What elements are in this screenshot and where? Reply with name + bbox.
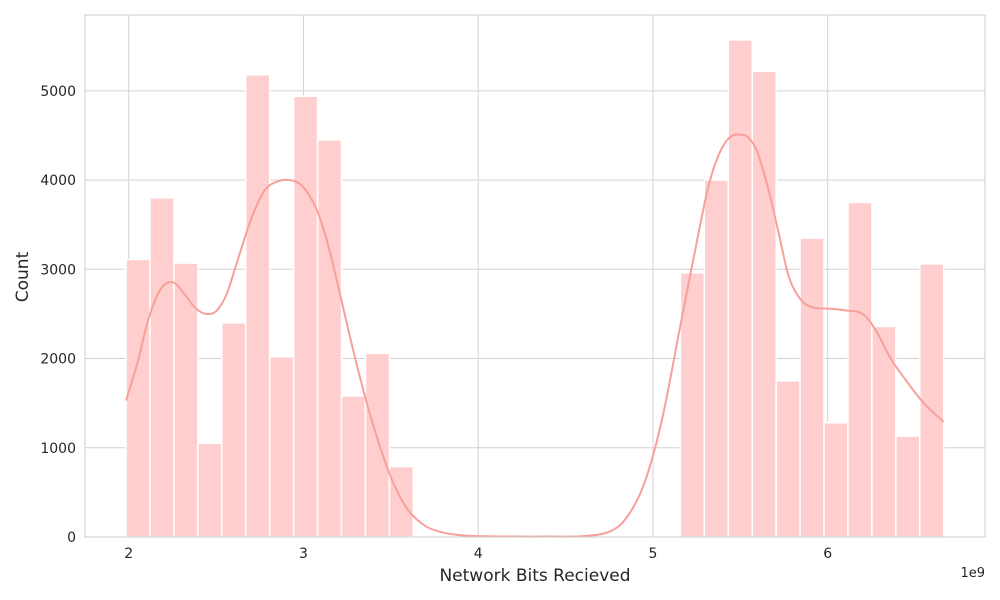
x-tick-label: 4: [474, 546, 483, 562]
x-tick-label: 6: [823, 546, 832, 562]
kde-curve: [125, 133, 945, 538]
y-tick-label: 4000: [40, 173, 76, 189]
y-axis-label: Count: [13, 251, 33, 302]
histogram-bar: [751, 70, 777, 538]
histogram-bar: [149, 197, 175, 538]
y-tick-label: 2000: [40, 352, 76, 368]
histogram-bar: [245, 74, 271, 538]
histogram-bar: [221, 322, 247, 538]
plot-frame: [84, 14, 986, 538]
y-tick-labels: 0 1000 2000 3000 4000 5000: [40, 84, 76, 546]
histogram-bar: [799, 237, 825, 538]
histogram-bar: [847, 201, 873, 538]
histogram-bar: [388, 465, 415, 538]
histogram-bar: [895, 435, 921, 538]
histogram-bar: [364, 352, 391, 538]
histogram-bar: [919, 263, 945, 538]
x-tick-label: 5: [649, 546, 658, 562]
y-tick-label: 1000: [40, 441, 76, 457]
histogram-bar: [703, 179, 730, 538]
histogram-bar: [823, 422, 849, 538]
x-tick-label: 2: [124, 546, 133, 562]
histogram-bar: [197, 442, 223, 538]
x-tick-label: 3: [299, 546, 308, 562]
histogram-bar: [173, 262, 199, 538]
histogram-bar: [871, 325, 897, 538]
histogram-bar: [292, 95, 319, 538]
histogram-bar: [727, 39, 753, 538]
histogram-bar: [679, 272, 706, 538]
x-tick-labels: 2 3 4 5 6: [124, 546, 832, 562]
histogram-bar: [316, 139, 343, 538]
y-tick-label: 0: [67, 530, 76, 546]
histogram-bar: [268, 356, 295, 538]
x-axis-label: Network Bits Recieved: [439, 566, 630, 586]
histogram-bar: [775, 380, 801, 538]
histogram-bar: [125, 258, 151, 538]
x-axis-offset-label: 1e9: [960, 566, 985, 581]
y-tick-label: 3000: [40, 262, 76, 278]
histogram-bar: [340, 395, 367, 538]
y-tick-label: 5000: [40, 84, 76, 100]
